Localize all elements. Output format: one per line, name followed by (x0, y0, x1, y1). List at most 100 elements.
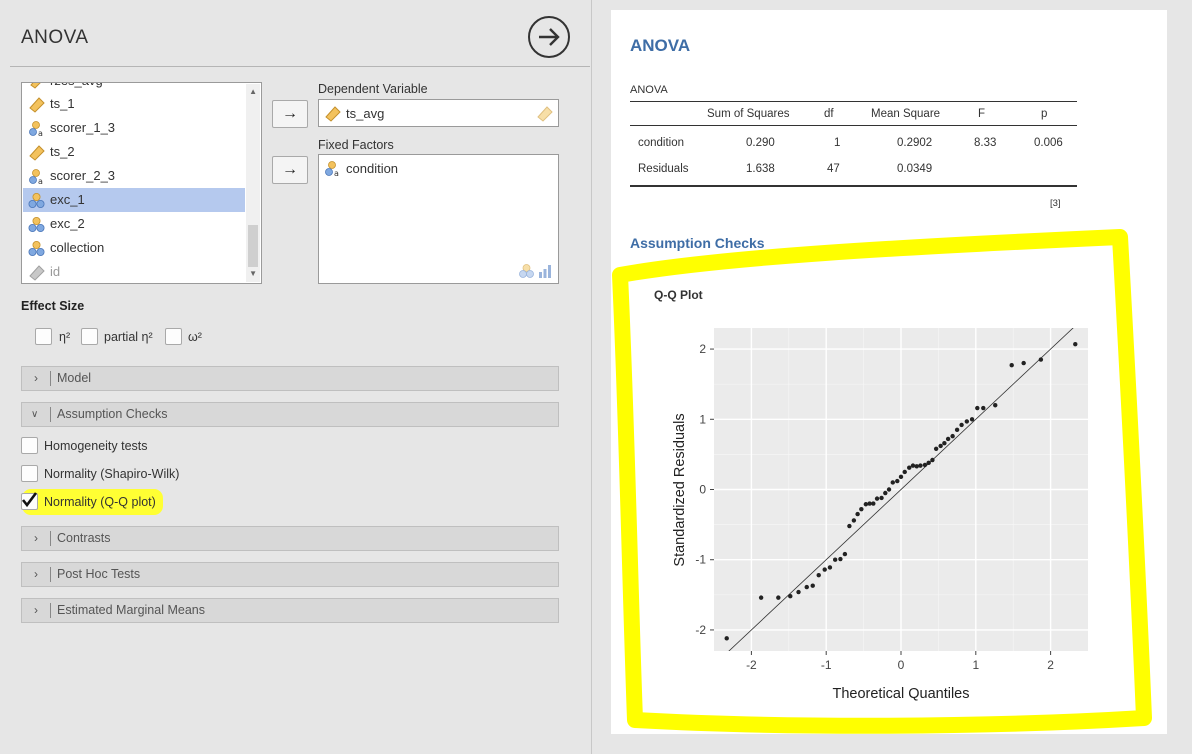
table-cell: condition (638, 137, 685, 149)
data-point (867, 501, 872, 506)
partial-eta-squared-label: partial η² (104, 330, 153, 344)
data-point (883, 490, 888, 496)
data-point (816, 572, 821, 578)
svg-text:a: a (38, 177, 43, 185)
dependent-variable-value: ts_avg (346, 106, 385, 121)
data-point (890, 480, 895, 485)
x-tick-label: -2 (746, 658, 757, 672)
data-point (886, 487, 892, 492)
table-cell: 0.290 (746, 137, 775, 149)
list-scroll-thumb[interactable] (248, 225, 258, 267)
list-item[interactable]: collection (23, 236, 245, 260)
data-point (1073, 341, 1078, 347)
variable-list[interactable]: rzes_avg ts_1 a scorer_1_3 ts_2 (21, 82, 262, 284)
model-section-header[interactable]: › Model (21, 366, 559, 391)
table-cell: 1.638 (746, 163, 775, 175)
partial-eta-squared-checkbox[interactable] (81, 328, 98, 345)
effect-size-heading: Effect Size (21, 299, 85, 313)
table-footnote: [3] (1050, 198, 1061, 209)
qq-plot-checkbox[interactable] (21, 492, 38, 510)
data-point (855, 511, 860, 517)
data-point (981, 405, 986, 411)
arrow-right-icon (539, 28, 560, 46)
shapiro-wilk-checkbox[interactable] (21, 465, 38, 482)
data-point (933, 446, 939, 451)
list-item[interactable]: rzes_avg (23, 83, 245, 93)
data-point (993, 403, 998, 408)
svg-text:a: a (38, 129, 43, 137)
data-point (776, 595, 781, 600)
table-header-rule (630, 125, 1077, 126)
data-point (804, 584, 809, 590)
list-item[interactable]: ts_2 (23, 140, 245, 164)
table-cell: Residuals (638, 163, 689, 175)
post-hoc-section-header[interactable]: › Post Hoc Tests (21, 562, 559, 587)
contrasts-section-header[interactable]: › Contrasts (21, 526, 559, 551)
variable-label: exc_2 (50, 216, 85, 231)
dependent-variable-item[interactable]: ts_avg (324, 104, 384, 124)
column-header: F (978, 108, 986, 120)
data-point (796, 589, 801, 595)
data-point (838, 556, 843, 562)
shapiro-wilk-label: Normality (Shapiro-Wilk) (44, 467, 180, 481)
assumption-checks-section-header[interactable]: ∨ Assumption Checks (21, 402, 559, 427)
y-tick-label: 0 (699, 483, 706, 497)
list-item[interactable]: id (23, 260, 245, 283)
list-item[interactable]: a scorer_1_3 (23, 116, 245, 140)
list-item[interactable]: exc_2 (23, 212, 245, 236)
fixed-factor-value: condition (346, 161, 399, 176)
data-point (822, 567, 827, 572)
grid-major (714, 328, 1088, 651)
data-point (969, 417, 975, 422)
column-header: p (1041, 108, 1048, 120)
dependent-variable-box[interactable]: ts_avg (318, 99, 559, 127)
data-point (832, 557, 838, 562)
list-item[interactable]: a scorer_2_3 (23, 164, 245, 188)
fixed-factor-item[interactable]: a condition (324, 159, 398, 179)
list-item[interactable]: ts_1 (23, 92, 245, 116)
svg-text:a: a (334, 169, 339, 177)
move-to-dependent-button[interactable]: → (272, 100, 308, 128)
scroll-down-icon[interactable]: ▼ (249, 269, 257, 278)
y-axis-label: Standardized Residuals (672, 413, 688, 566)
reference-line (728, 328, 1074, 651)
table-cell: 1 (834, 137, 841, 149)
data-point (724, 636, 729, 641)
dependent-variable-label: Dependent Variable (318, 82, 428, 96)
homogeneity-tests-checkbox[interactable] (21, 437, 38, 454)
y-tick-label: -2 (695, 623, 706, 637)
table-cell: 0.0349 (897, 163, 933, 175)
emm-section-header[interactable]: › Estimated Marginal Means (21, 598, 559, 623)
list-item[interactable]: exc_1 (23, 188, 245, 212)
scroll-up-icon[interactable]: ▲ (249, 87, 257, 96)
continuous-variable-icon (30, 83, 41, 89)
x-tick-label: -1 (821, 658, 832, 672)
data-point (950, 433, 955, 439)
run-arrow-button[interactable] (528, 16, 570, 58)
omega-squared-label: ω² (188, 330, 202, 344)
continuous-variable-icon (325, 106, 341, 122)
analysis-title: ANOVA (21, 27, 89, 48)
fixed-factors-box[interactable]: a condition (318, 154, 559, 284)
variable-label: id (50, 264, 61, 279)
column-header: df (824, 108, 834, 120)
section-label: Contrasts (57, 531, 111, 545)
omega-squared-checkbox[interactable] (165, 328, 182, 345)
section-label: Estimated Marginal Means (57, 603, 205, 617)
data-point (1009, 363, 1014, 368)
data-points (724, 341, 1078, 641)
data-point (918, 463, 923, 468)
nominal-text-variable-icon: a (29, 169, 43, 185)
data-point (902, 469, 907, 475)
chevron-right-icon: › (34, 603, 38, 617)
eta-squared-checkbox[interactable] (35, 328, 52, 345)
data-point (930, 457, 935, 463)
chevron-right-icon: › (34, 371, 38, 385)
variable-label: scorer_1_3 (50, 120, 116, 135)
table-cell: 0.2902 (897, 137, 933, 149)
data-point (959, 422, 964, 428)
move-to-fixed-factors-button[interactable]: → (272, 156, 308, 184)
qq-plot-label: Normality (Q-Q plot) (44, 495, 156, 509)
data-point (964, 419, 970, 424)
fixed-factors-label: Fixed Factors (318, 138, 394, 152)
